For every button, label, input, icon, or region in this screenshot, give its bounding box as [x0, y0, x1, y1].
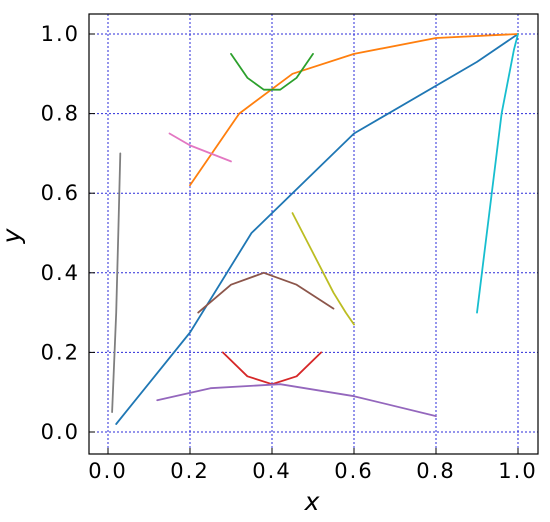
x-tick-label: 0.4	[252, 459, 291, 483]
trajectory-line	[189, 33, 519, 187]
axis-ticks: 0.0 0.2 0.4 0.6 0.8 1.0 0.0 0.2 0.4 0.6 0.8 1.0	[41, 22, 537, 483]
x-tick-label: 0.6	[334, 459, 373, 483]
plot-frame	[88, 13, 539, 455]
trajectory-line	[291, 212, 355, 326]
trajectory-line	[156, 383, 437, 418]
y-tick-label: 0.0	[41, 420, 80, 444]
x-tick-label: 0.0	[88, 459, 127, 483]
y-tick-label: 0.6	[41, 181, 80, 205]
y-tick-label: 0.2	[41, 340, 80, 364]
x-tick-label: 0.8	[416, 459, 455, 483]
x-axis-label: x	[304, 487, 320, 516]
trajectory-line	[111, 152, 122, 414]
y-tick-label: 1.0	[41, 22, 80, 46]
x-tick-label: 1.0	[498, 459, 537, 483]
trajectory-line	[230, 53, 314, 91]
x-tick-label: 0.2	[170, 459, 209, 483]
trajectory-line	[197, 271, 335, 314]
y-tick-label: 0.8	[41, 102, 80, 126]
trajectory-line	[476, 33, 519, 314]
y-tick-label: 0.4	[41, 261, 80, 285]
trajectory-curves	[111, 33, 519, 425]
trajectory-line	[168, 132, 232, 163]
trajectory-line	[115, 33, 519, 425]
grid-lines	[89, 14, 538, 454]
y-axis-label: y	[0, 227, 26, 244]
